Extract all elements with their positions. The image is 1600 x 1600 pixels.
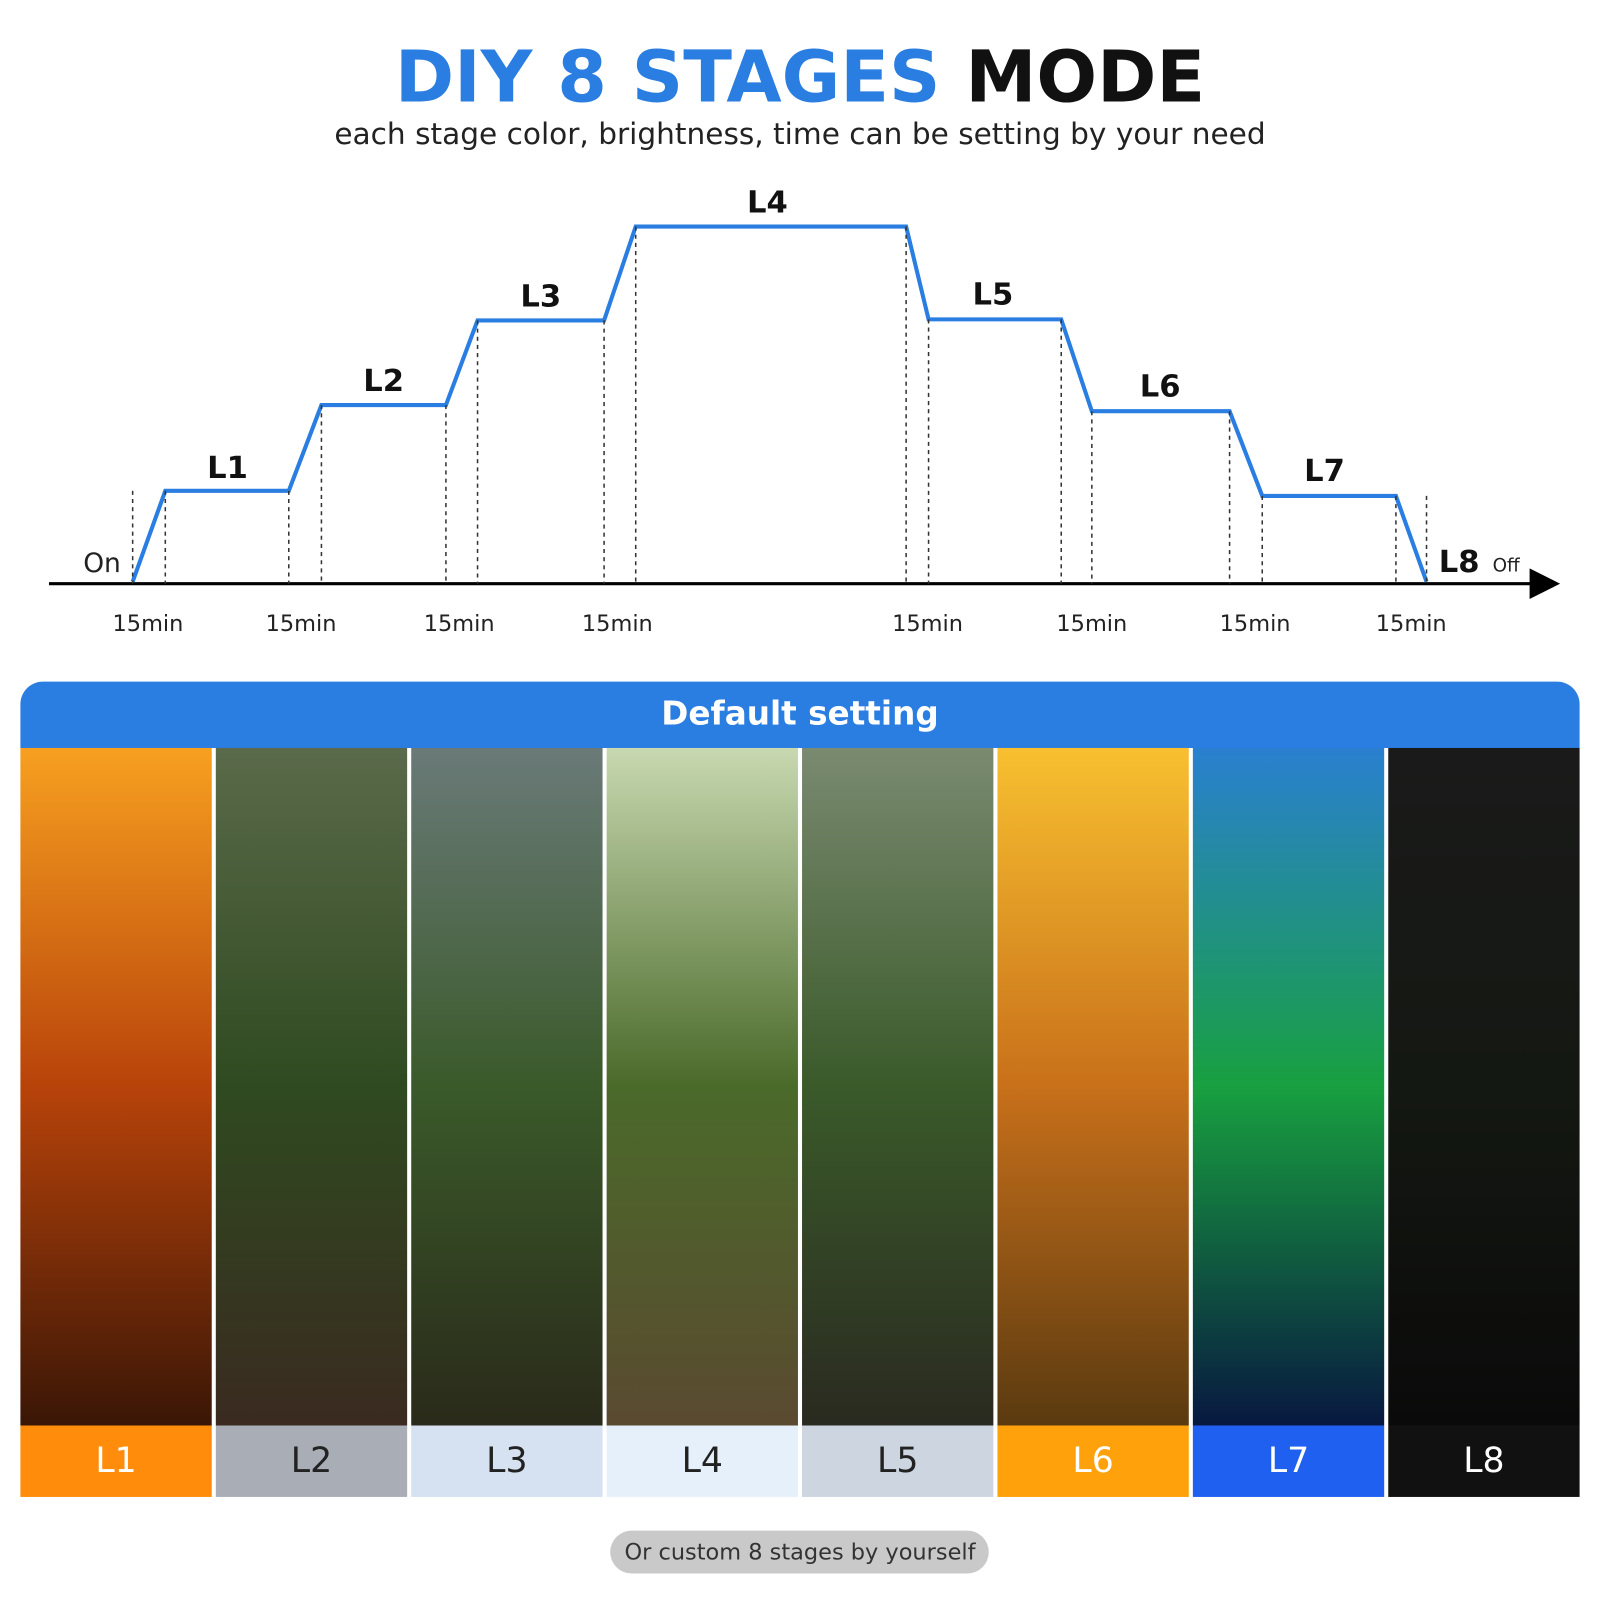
panel-title: Default setting [661,694,938,732]
stage-label-bg [215,1425,408,1497]
custom-button[interactable] [610,1530,989,1574]
stage-label-bg [411,1425,603,1497]
stage-label: L2 [363,364,404,399]
stage-panel-label: L5 [877,1441,918,1481]
stage-label: L6 [1140,369,1181,404]
stage-label-bg [20,1425,212,1497]
stage-photo [20,747,212,1426]
stage-label-bg [606,1425,798,1497]
stage-panel-label: L8 [1463,1441,1504,1481]
stage-panels: L1 L2 L3 L4 L5 L6 L7 L8 [20,747,1580,1497]
interval-label: 15min [1220,611,1291,637]
title-highlight: DIY 8 STAGES [395,35,941,118]
stage-label-bg [1388,1425,1580,1497]
interval-label: 15min [1376,611,1447,637]
stage-photo [606,747,798,1426]
interval-label: 15min [266,611,337,637]
interval-label: 15min [582,611,653,637]
interval-label: 15min [424,611,495,637]
stage-label: L7 [1304,454,1345,489]
stage-label: L5 [972,277,1013,312]
stage-panel-label: L4 [682,1441,723,1481]
stage-label: L4 [747,186,788,221]
stage-label-bg [802,1425,994,1497]
stage-panel-label: L2 [291,1441,332,1481]
title: DIY 8 STAGES MODE [395,35,1205,118]
stage-photo [215,747,408,1426]
stage-dividers [131,226,1428,584]
stage-photo [997,747,1189,1426]
stage-panel-label: L6 [1072,1441,1113,1481]
stage-photo [802,747,994,1426]
on-label: On [83,548,121,579]
panel-header [20,681,1580,748]
off-label: Off [1493,555,1520,576]
interval-label: 15min [113,611,184,637]
stage-label: L1 [207,451,248,486]
brightness-curve [130,224,1429,583]
end-stage: L8 [1439,545,1480,580]
stage-panel-label: L7 [1268,1441,1309,1481]
stage-photo [1192,747,1385,1426]
stage-label-bg [1192,1425,1385,1497]
stage-photo [411,747,603,1426]
subtitle: each stage color, brightness, time can b… [334,117,1265,151]
stage-label: L3 [520,279,561,314]
custom-button-label[interactable]: Or custom 8 stages by yourself [624,1540,976,1566]
stage-label-bg [997,1425,1189,1497]
stage-panel-label: L3 [486,1441,527,1481]
interval-label: 15min [1056,611,1127,637]
stage-photo [1388,747,1580,1426]
title-rest: MODE [965,35,1205,118]
stage-panel-label: L1 [95,1441,136,1481]
interval-label: 15min [892,611,963,637]
